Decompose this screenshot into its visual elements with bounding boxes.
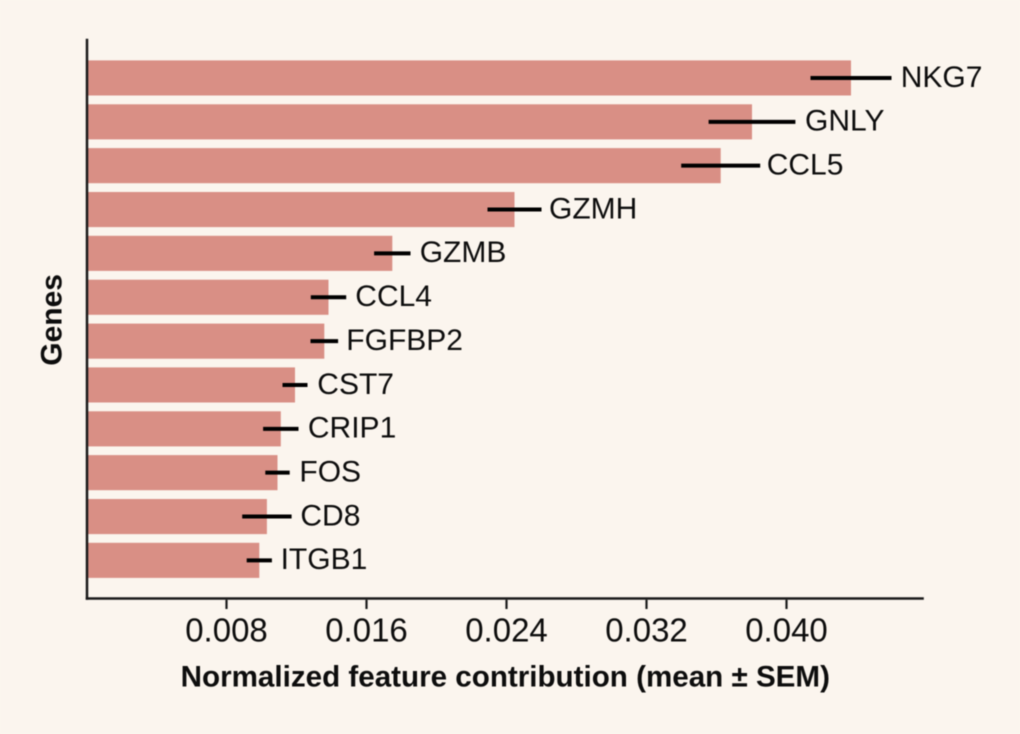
svg-text:0.024: 0.024 xyxy=(465,612,548,649)
svg-text:0.008: 0.008 xyxy=(185,612,268,649)
svg-text:CRIP1: CRIP1 xyxy=(308,412,396,445)
svg-text:Genes: Genes xyxy=(36,274,69,366)
svg-text:NKG7: NKG7 xyxy=(901,61,983,94)
svg-text:CCL4: CCL4 xyxy=(355,280,432,313)
svg-text:CST7: CST7 xyxy=(317,368,394,401)
svg-text:GNLY: GNLY xyxy=(805,105,884,138)
svg-text:CCL5: CCL5 xyxy=(767,149,844,182)
svg-text:0.016: 0.016 xyxy=(325,612,408,649)
svg-text:Normalized feature contributio: Normalized feature contribution (mean ± … xyxy=(181,661,830,694)
svg-text:GZMH: GZMH xyxy=(549,192,637,225)
svg-text:ITGB1: ITGB1 xyxy=(281,543,368,576)
svg-text:FGFBP2: FGFBP2 xyxy=(346,324,463,357)
svg-text:GZMB: GZMB xyxy=(420,236,507,269)
svg-text:0.032: 0.032 xyxy=(605,612,688,649)
svg-text:FOS: FOS xyxy=(299,456,361,489)
svg-text:0.040: 0.040 xyxy=(745,612,828,649)
svg-text:CD8: CD8 xyxy=(300,499,360,532)
